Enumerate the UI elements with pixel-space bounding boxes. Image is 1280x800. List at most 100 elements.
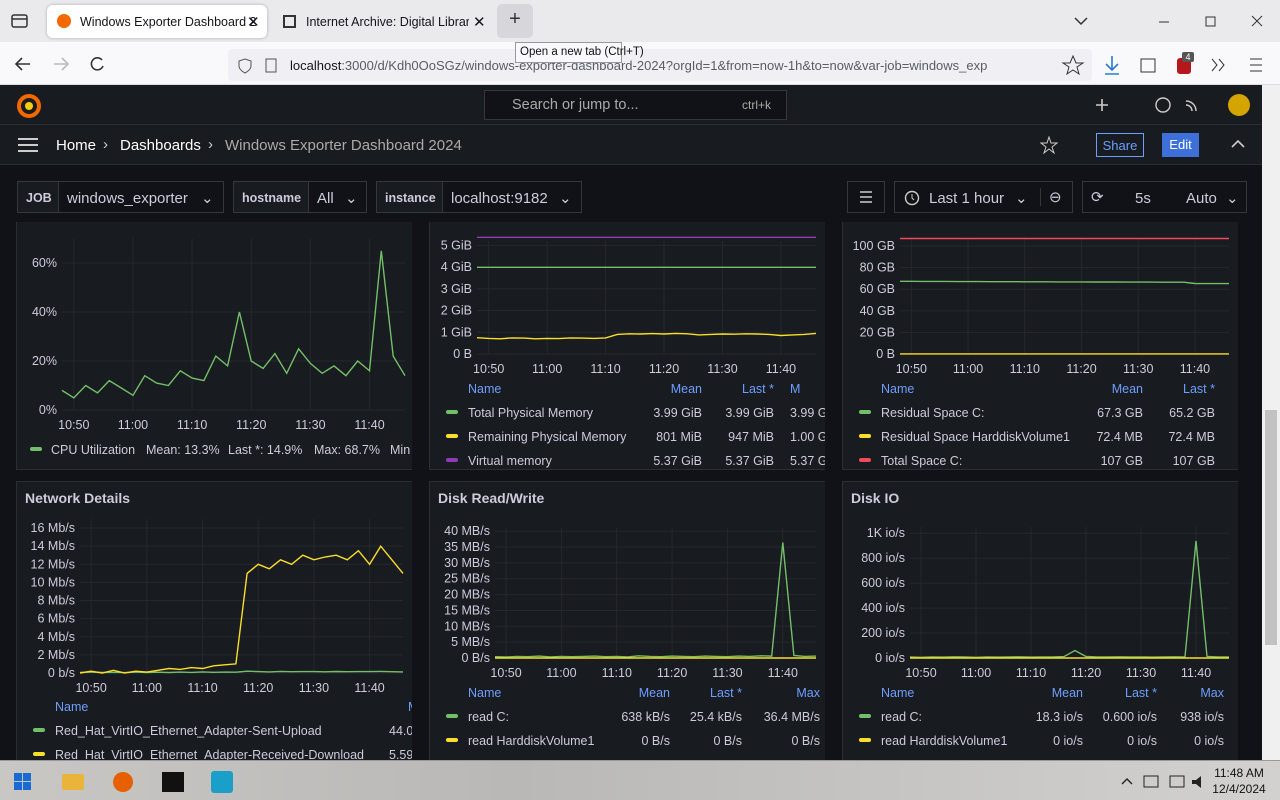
collapse[interactable] [1230,138,1246,150]
variable-select[interactable]: localhost:9182 ⌄ [442,181,582,213]
legend-swatch [859,714,871,718]
legend-stat: 5.37 GiB [725,454,774,468]
breadcrumb-dashboards[interactable]: Dashboards [120,137,201,154]
legend-header: Name [881,686,914,700]
downloads[interactable] [1105,56,1119,75]
x-tick-label: 11:20 [649,362,679,376]
legend-stat: 0 io/s [1053,734,1083,748]
refresh-picker[interactable]: ⟳ 5s Auto ⌄ [1082,181,1247,213]
x-tick-label: 11:40 [1181,666,1211,680]
start-button[interactable] [14,773,31,790]
variable-value: localhost:9182 [451,190,548,207]
app[interactable] [211,771,233,793]
extensions[interactable] [1140,58,1156,73]
legend-header: Mean [1052,686,1083,700]
x-tick-label: 11:00 [546,666,576,680]
edit-button[interactable]: Edit [1162,133,1199,157]
overflow[interactable] [1211,58,1225,72]
refresh-icon[interactable]: ⟳ [1091,189,1104,206]
x-tick-label: 11:10 [590,362,620,376]
scrollbar-thumb[interactable] [1265,410,1277,645]
x-tick-label: 11:20 [657,666,687,680]
legend-stat: 67.3 GB [1097,406,1143,420]
variable-label: hostname [233,181,309,213]
tab[interactable]: Internet Archive: Digital Library ✕ [273,5,491,38]
legend-stat: 5.59 [389,748,413,760]
legend-header: Name [55,700,88,714]
view-toggle[interactable] [847,181,885,213]
panel-title: Network Details [25,490,130,506]
tab-close[interactable]: ✕ [247,14,260,31]
legend-name: read C: [881,710,922,724]
list-all-tabs[interactable] [1074,17,1088,26]
y-tick-label: 20% [32,354,57,368]
series-line [476,332,817,340]
breadcrumb-home[interactable]: Home [56,137,97,154]
tab-list-icon[interactable] [10,12,30,30]
legend-swatch [446,458,458,462]
tab-close[interactable]: ✕ [469,13,486,31]
legend-stat: 1.00 G [790,430,828,444]
add[interactable] [1096,99,1108,111]
firefox[interactable] [113,772,133,792]
y-tick-label: 200 io/s [861,626,905,640]
variable-select[interactable]: windows_exporter ⌄ [58,181,224,213]
bookmark[interactable] [1061,54,1085,76]
legend-stat: 72.4 MB [1168,430,1215,444]
share-button[interactable]: Share [1096,133,1144,157]
window-controls [1074,15,1263,27]
series-line [494,542,817,658]
tab-favicon [283,15,296,28]
menu-toggle[interactable] [18,137,40,153]
y-tick-label: 40 MB/s [444,524,490,538]
search-box[interactable]: Search or jump to... ctrl+k [484,90,787,120]
news[interactable] [1185,100,1197,112]
panel: 0 B 1 GiB 2 GiB 3 GiB 4 GiB 5 GiB 10:50 11:00 11… [429,222,828,470]
avatar[interactable] [1228,94,1250,116]
topbar-icons [1096,94,1250,116]
help[interactable] [1155,97,1171,113]
file-explorer[interactable] [62,774,84,790]
legend-stat: 638 kB/s [621,710,670,724]
terminal[interactable] [162,772,184,792]
tab-title: Windows Exporter Dashboard 2 [80,15,257,29]
url-bar[interactable]: localhost:3000/d/Kdh0OoSGz/windows-expor… [228,49,1092,81]
zoom-out[interactable]: ⊖ [1040,188,1062,206]
variable-select[interactable]: All ⌄ [308,181,367,213]
x-tick-label: 11:30 [1123,362,1153,376]
forward[interactable] [54,57,70,71]
panel-frame [842,481,1238,760]
refresh-mode[interactable]: Auto [1186,190,1217,207]
y-tick-label: 0 B [453,347,472,361]
legend-stat: 107 GB [1173,454,1215,468]
legend-header: M [408,700,418,714]
toolbar-icons: 4 [1061,52,1262,76]
tab-active[interactable]: Windows Exporter Dashboard 2 ✕ [47,5,267,38]
y-tick-label: 0 B/s [462,651,491,665]
menu[interactable] [1250,58,1262,72]
y-tick-label: 25 MB/s [444,572,490,586]
x-tick-label: 11:10 [1010,362,1040,376]
restore[interactable] [1205,16,1216,27]
back[interactable] [14,57,30,71]
legend-stat: 0 io/s [1127,734,1157,748]
variable-label: JOB [17,181,59,213]
reload[interactable] [90,57,104,71]
chevron: ⌄ [1226,190,1239,207]
chevron: ⌄ [559,190,572,207]
y-tick-label: 16 Mb/s [31,521,75,535]
grafana-logo[interactable] [16,93,42,119]
y-tick-label: 0 io/s [875,651,905,665]
series-line [61,250,406,399]
new-tab-button[interactable]: + [497,4,533,38]
y-tick-label: 60 GB [860,282,895,296]
breadcrumb-current: Windows Exporter Dashboard 2024 [225,137,462,154]
refresh-interval: 5s [1135,190,1151,207]
star[interactable] [1040,136,1058,154]
close-window[interactable] [1251,15,1263,27]
legend-stat: 0.600 io/s [1103,710,1157,724]
y-tick-label: 600 io/s [861,576,905,590]
time-picker[interactable]: Last 1 hour ⌄ ⊖ [894,181,1073,213]
